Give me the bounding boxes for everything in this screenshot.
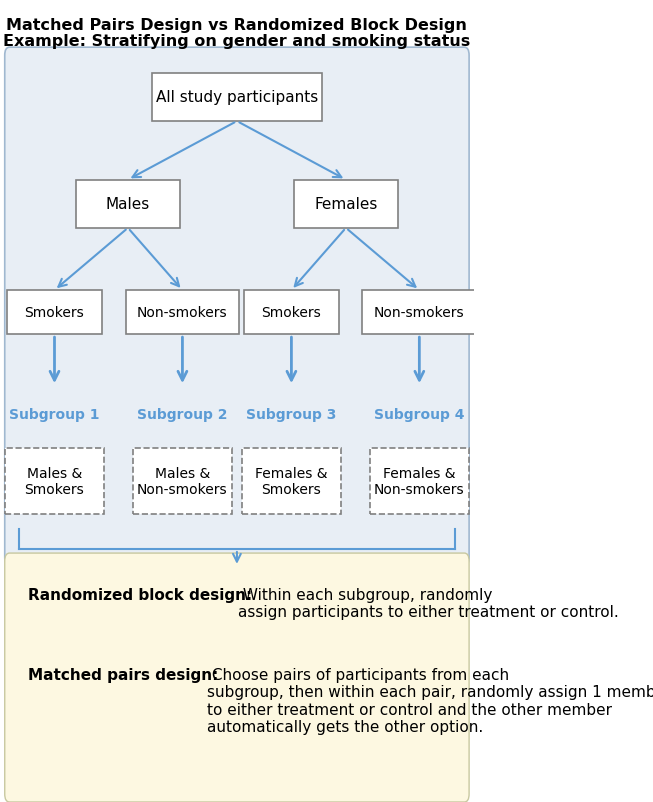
Text: Non-smokers: Non-smokers — [374, 306, 465, 320]
Text: Randomized block design:: Randomized block design: — [29, 587, 253, 602]
FancyBboxPatch shape — [5, 448, 104, 514]
Text: Non-smokers: Non-smokers — [137, 306, 228, 320]
Text: All study participants: All study participants — [156, 91, 318, 105]
Text: Females &
Smokers: Females & Smokers — [255, 466, 328, 496]
FancyBboxPatch shape — [294, 180, 398, 229]
FancyBboxPatch shape — [125, 290, 239, 335]
FancyBboxPatch shape — [370, 448, 469, 514]
Text: Subgroup 3: Subgroup 3 — [246, 407, 336, 422]
Text: Within each subgroup, randomly
assign participants to either treatment or contro: Within each subgroup, randomly assign pa… — [238, 587, 619, 619]
FancyBboxPatch shape — [133, 448, 232, 514]
FancyBboxPatch shape — [7, 290, 102, 335]
Text: Smokers: Smokers — [25, 306, 84, 320]
FancyBboxPatch shape — [151, 74, 322, 122]
Text: Example: Stratifying on gender and smoking status: Example: Stratifying on gender and smoki… — [3, 34, 471, 49]
FancyBboxPatch shape — [5, 48, 469, 565]
Text: Males &
Smokers: Males & Smokers — [25, 466, 84, 496]
Text: Matched pairs design:: Matched pairs design: — [29, 667, 219, 683]
Text: Males: Males — [106, 197, 150, 212]
Text: Subgroup 4: Subgroup 4 — [374, 407, 464, 422]
Text: Choose pairs of participants from each
subgroup, then within each pair, randomly: Choose pairs of participants from each s… — [207, 667, 653, 735]
Text: Subgroup 2: Subgroup 2 — [137, 407, 228, 422]
FancyBboxPatch shape — [76, 180, 180, 229]
Text: Females &
Non-smokers: Females & Non-smokers — [374, 466, 465, 496]
Text: Smokers: Smokers — [262, 306, 321, 320]
Text: Matched Pairs Design vs Randomized Block Design: Matched Pairs Design vs Randomized Block… — [7, 18, 468, 33]
Text: Females: Females — [314, 197, 377, 212]
FancyBboxPatch shape — [5, 553, 469, 802]
FancyBboxPatch shape — [242, 448, 341, 514]
Text: Males &
Non-smokers: Males & Non-smokers — [137, 466, 228, 496]
FancyBboxPatch shape — [362, 290, 476, 335]
FancyBboxPatch shape — [244, 290, 339, 335]
Text: Subgroup 1: Subgroup 1 — [9, 407, 100, 422]
